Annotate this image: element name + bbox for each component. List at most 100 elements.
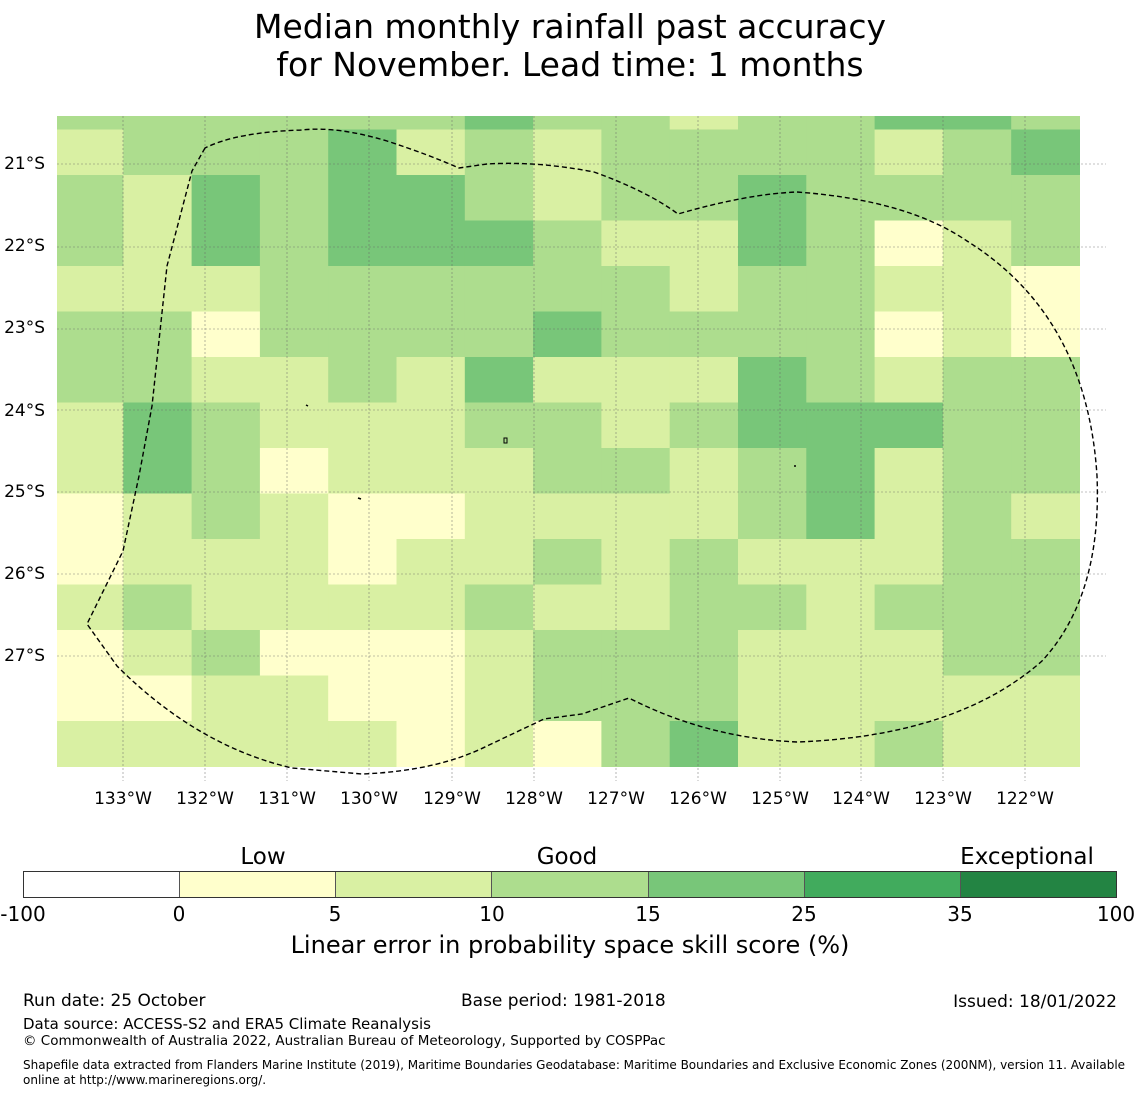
map-grid-cell	[191, 584, 261, 631]
map-grid-cell	[1011, 675, 1080, 722]
map-grid-cell	[806, 630, 876, 676]
map-grid-cell	[328, 675, 397, 722]
lat-label-23s: 23°S	[4, 318, 45, 338]
map-grid-cell	[601, 129, 671, 176]
map-grid-cell	[328, 493, 397, 540]
map-grid-cell	[396, 539, 466, 585]
lon-label-129w: 129°W	[423, 789, 481, 809]
map-grid-cell	[738, 175, 807, 221]
map-grid-cell	[396, 721, 466, 767]
map-grid-cell	[328, 630, 397, 676]
map-grid-cell	[738, 721, 807, 767]
colorbar-tick: 5	[328, 902, 342, 926]
map-grid-cell	[328, 539, 397, 585]
map-grid-cell	[669, 266, 739, 312]
map-grid-cell	[464, 402, 534, 449]
map-grid-cell	[533, 721, 602, 767]
map-grid-cell	[601, 175, 671, 221]
map-grid-cell	[669, 493, 739, 540]
map-grid-cell	[601, 220, 671, 267]
map-grid-cell	[942, 448, 1012, 494]
map-grid-cell	[806, 402, 876, 449]
map-grid-cell	[1011, 311, 1080, 358]
shapefile-credit: Shapefile data extracted from Flanders M…	[23, 1058, 1126, 1087]
map-grid-cell	[396, 630, 466, 676]
map-grid-cell	[806, 220, 876, 267]
lon-label-133w: 133°W	[94, 789, 152, 809]
map-grid-cell	[328, 357, 397, 403]
lon-label-125w: 125°W	[751, 789, 809, 809]
map-grid-cell	[942, 175, 1012, 221]
map-grid-cell	[259, 721, 329, 767]
map-grid-cell	[601, 448, 671, 494]
map-grid-cell	[806, 357, 876, 403]
map-grid-cell	[259, 129, 329, 176]
map-grid-cell	[396, 448, 466, 494]
colorbar-tick: 100	[1096, 902, 1136, 926]
map-grid-cell	[123, 493, 193, 540]
eez-boundary	[86, 128, 1099, 775]
map-grid-cell	[738, 630, 807, 676]
map-grid-cell	[396, 129, 466, 176]
map-grid-cell	[259, 220, 329, 267]
map-grid-cell	[57, 448, 124, 494]
map-grid-cell	[123, 357, 193, 403]
map-grid-cell	[601, 357, 671, 403]
map-grid-cell	[191, 116, 261, 130]
map-grid-cell	[533, 630, 602, 676]
map-grid-cell	[396, 311, 466, 358]
map-grid-cell	[806, 266, 876, 312]
map-grid-cell	[1011, 220, 1080, 267]
map-grid-cell	[57, 539, 124, 585]
map-grid-cell	[464, 116, 534, 130]
map-grid-cell	[464, 311, 534, 358]
map-grid-cell	[259, 402, 329, 449]
map-grid-cell	[806, 116, 876, 130]
map-grid-cell	[191, 630, 261, 676]
map-grid-cell	[533, 116, 602, 130]
map-grid-cell	[874, 721, 944, 767]
map-grid-cell	[942, 311, 1012, 358]
map-grid-cell	[738, 311, 807, 358]
lon-label-131w: 131°W	[258, 789, 316, 809]
map-grid-cell	[1011, 129, 1080, 176]
map-grid-cell	[123, 402, 193, 449]
map-grid-cell	[806, 129, 876, 176]
map-grid-cell	[191, 675, 261, 722]
map-grid-cell	[738, 357, 807, 403]
island-outline	[357, 497, 362, 500]
map-grid-cell	[396, 220, 466, 267]
map-grid-cell	[259, 630, 329, 676]
map-grid-cell	[57, 266, 124, 312]
map-grid-cell	[533, 539, 602, 585]
map-grid-cell	[1011, 357, 1080, 403]
map-grid-cell	[57, 584, 124, 631]
map-grid-cell	[669, 402, 739, 449]
map-grid-cell	[942, 266, 1012, 312]
map-grid-cell	[57, 721, 124, 767]
map-grid-cell	[464, 584, 534, 631]
map-grid-cell	[874, 675, 944, 722]
map-grid-cell	[601, 721, 671, 767]
map-grid-cell	[874, 584, 944, 631]
map-grid-cell	[464, 175, 534, 221]
map-grid-cell	[533, 584, 602, 631]
map-grid-cell	[738, 129, 807, 176]
map-grid-cell	[259, 266, 329, 312]
map-grid-cell	[396, 175, 466, 221]
map-grid-cell	[601, 539, 671, 585]
map-grid-cell	[874, 116, 944, 130]
lat-label-22s: 22°S	[4, 236, 45, 256]
map-grid-cell	[57, 311, 124, 358]
map-grid-cell	[601, 584, 671, 631]
map-grid-cell	[942, 116, 1012, 130]
island-outline	[305, 404, 309, 407]
map-grid-cell	[533, 129, 602, 176]
map-grid-cell	[533, 266, 602, 312]
chart-title-line1: Median monthly rainfall past accuracy	[253, 7, 887, 46]
map-grid-cell	[259, 311, 329, 358]
colorbar-segment	[804, 872, 961, 897]
map-grid-cell	[669, 116, 739, 130]
issued-date: Issued: 18/01/2022	[953, 992, 1117, 1012]
map-grid-cell	[191, 357, 261, 403]
